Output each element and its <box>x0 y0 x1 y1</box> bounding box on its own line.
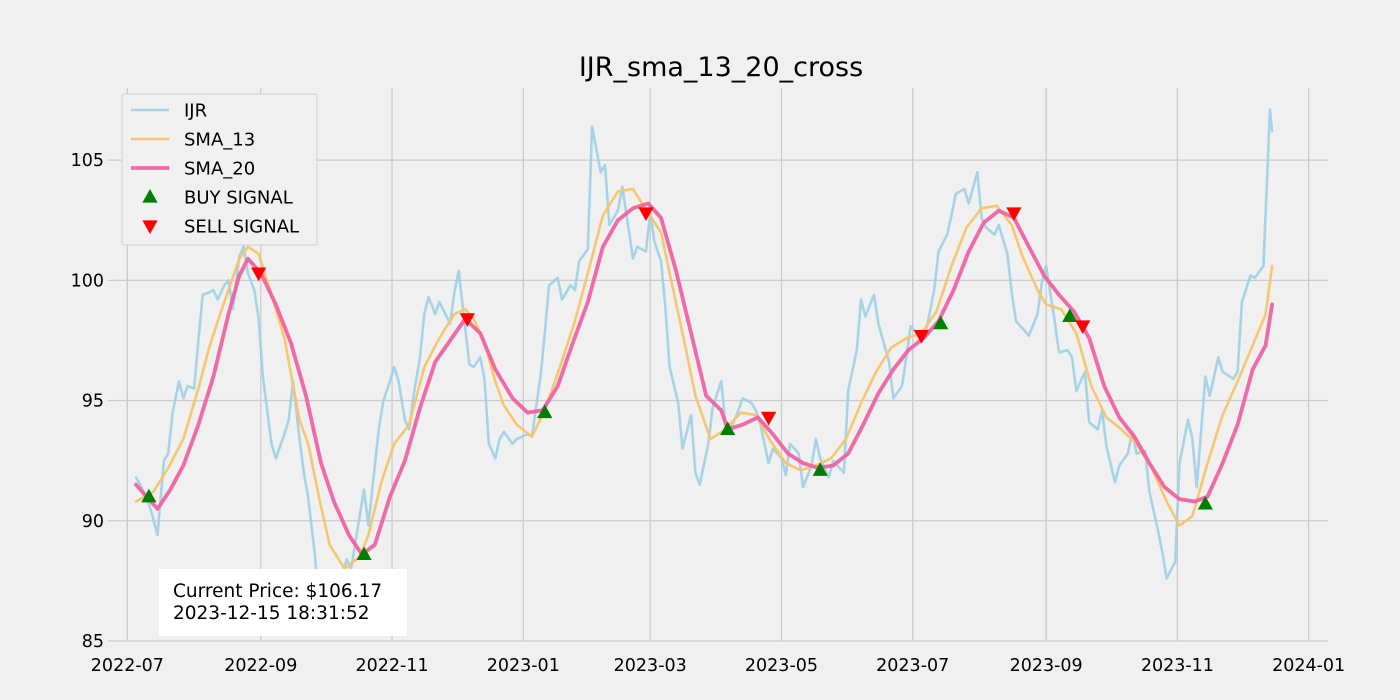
sell-signal-marker <box>638 207 654 222</box>
series-lines <box>134 108 1274 607</box>
y-tick-label: 105 <box>71 151 104 171</box>
buy-signal-marker <box>933 315 949 330</box>
current-price-box: Current Price: $106.17 2023-12-15 18:31:… <box>159 569 407 636</box>
buy-signal-marker <box>720 421 736 436</box>
x-tick-label: 2024-01 <box>1272 656 1345 676</box>
buy-signal-marker <box>537 404 553 419</box>
y-tick-label: 85 <box>82 632 104 652</box>
x-tick-label: 2023-11 <box>1141 656 1214 676</box>
buy-signal-marker <box>141 488 157 503</box>
series-line-price <box>134 108 1274 607</box>
x-tick-label: 2023-07 <box>876 656 949 676</box>
sell-signal-marker <box>459 313 475 327</box>
sell-signal-marker <box>1006 207 1022 222</box>
legend-label: SELL SIGNAL <box>184 217 299 238</box>
x-tick-label: 2023-09 <box>1010 656 1083 676</box>
legend-label: IJR <box>184 101 207 122</box>
x-tick-label: 2023-03 <box>614 656 687 676</box>
signal-markers <box>141 207 1213 561</box>
buy-signal-marker <box>1062 308 1078 323</box>
legend-label: SMA_20 <box>184 159 255 180</box>
axis-ticks: 85 90 95 100 105 2022-07 2022-09 2022-11 2023-01… <box>71 151 1346 676</box>
chart-title: IJR_sma_13_20_cross <box>579 52 863 83</box>
y-tick-label: 95 <box>82 392 104 412</box>
sell-signal-marker <box>913 330 929 344</box>
legend-label: SMA_13 <box>184 130 255 151</box>
x-tick-label: 2022-09 <box>224 656 297 676</box>
x-tick-label: 2022-07 <box>91 656 164 676</box>
series-line-sma13 <box>134 187 1274 571</box>
info-box-background <box>159 569 407 636</box>
sell-signal-marker <box>760 411 777 426</box>
sell-signal-marker <box>251 267 267 282</box>
legend-label: BUY SIGNAL <box>184 188 293 209</box>
x-tick-label: 2023-01 <box>487 656 560 676</box>
buy-signal-marker <box>1197 495 1213 510</box>
current-price-text: Current Price: $106.17 <box>173 581 382 602</box>
y-tick-label: 90 <box>82 512 104 532</box>
y-tick-label: 100 <box>71 271 104 291</box>
buy-signal-marker <box>356 546 372 561</box>
x-tick-label: 2023-05 <box>745 656 818 676</box>
legend-box <box>121 93 318 246</box>
legend: IJR SMA_13 SMA_20 BUY SIGNAL SELL SIGNAL <box>121 93 318 246</box>
buy-signal-marker <box>812 462 828 476</box>
x-tick-label: 2022-11 <box>355 656 428 676</box>
timestamp-text: 2023-12-15 18:31:52 <box>173 603 369 624</box>
legend-swatch-sell <box>142 220 158 234</box>
sell-signal-marker <box>1075 320 1091 335</box>
legend-swatch-buy <box>142 189 158 203</box>
grid <box>108 88 1328 642</box>
series-line-sma20 <box>134 201 1274 557</box>
